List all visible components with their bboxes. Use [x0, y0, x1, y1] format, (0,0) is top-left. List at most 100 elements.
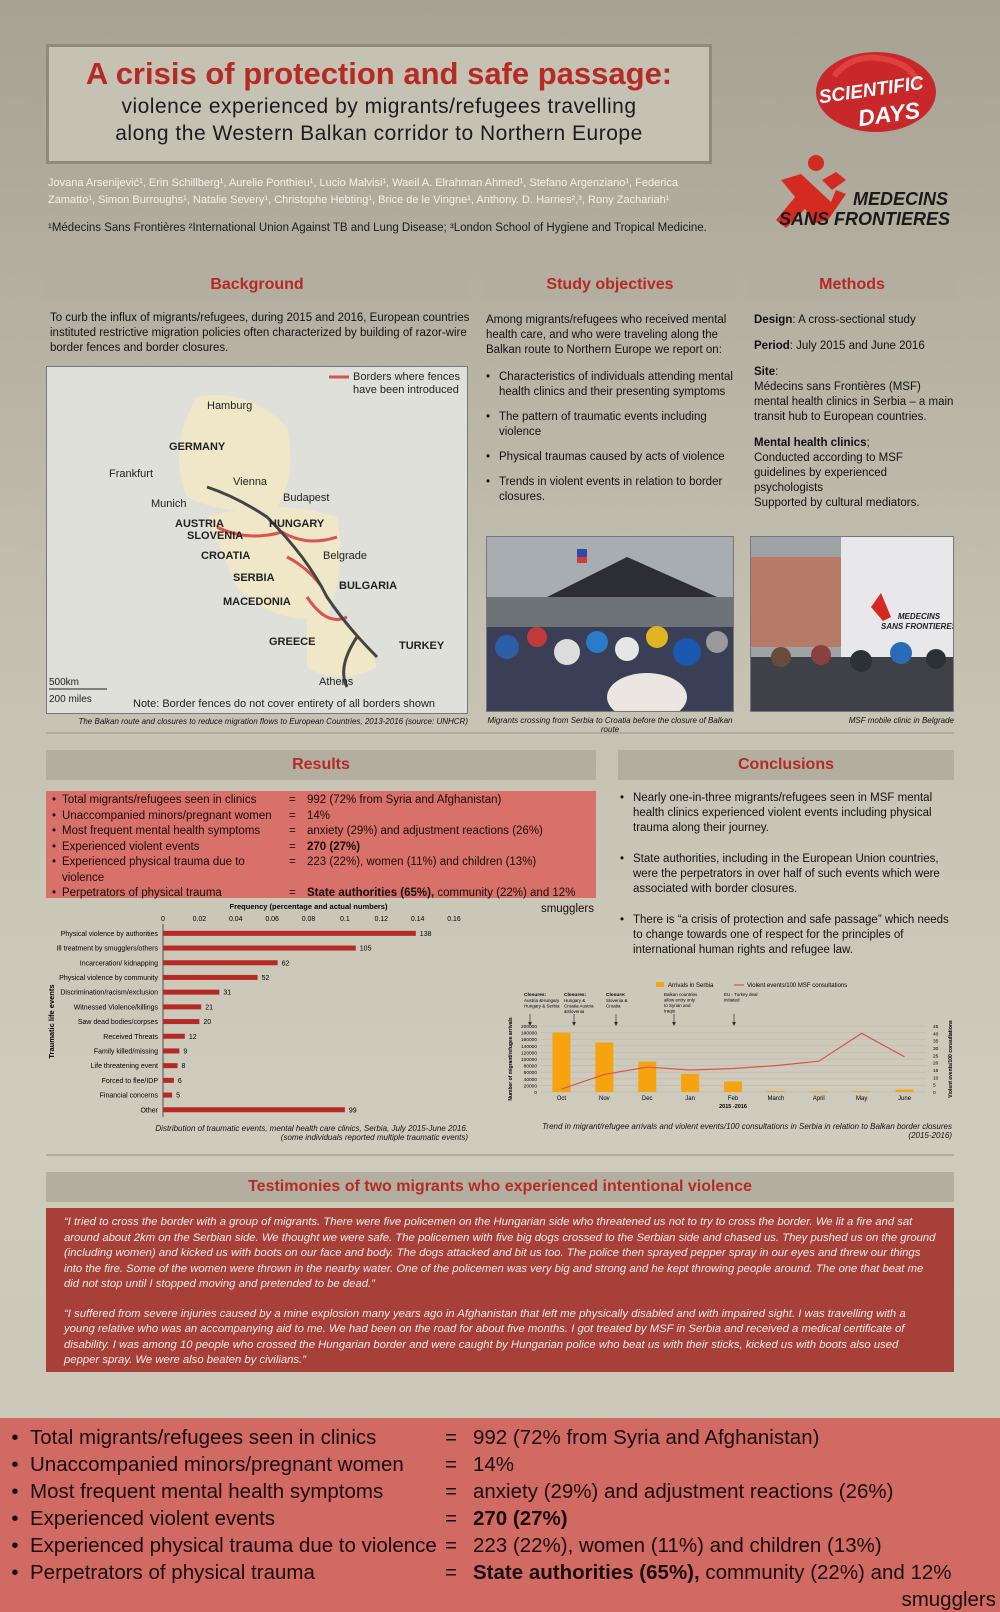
authors: Jovana Arsenijević¹, Erin Schillberg¹, A…: [48, 177, 678, 206]
chart2-y2-tick: 45: [933, 1024, 939, 1030]
chart2-annotation-arrowhead: [732, 1022, 736, 1026]
map-label-macedonia: MACEDONIA: [223, 596, 291, 608]
chart2-x-tick: June: [898, 1096, 912, 1102]
objective-item: Characteristics of individuals attending…: [486, 370, 736, 400]
chart2-annotation-text: allow entry only: [664, 998, 696, 1003]
chart2-annotation-text: initiated: [724, 998, 740, 1003]
chart1-category-label: Ill treatment by smugglers/others: [56, 946, 158, 953]
clinic-photo-caption: MSF mobile clinic in Belgrade: [848, 716, 954, 725]
conclusions-list: Nearly one-in-three migrants/refugees se…: [620, 791, 954, 968]
balkan-route-map: Borders where fences have been introduced…: [46, 366, 468, 714]
chart2-x-tick: Jan: [685, 1096, 695, 1102]
chart2-bar: [809, 1091, 828, 1093]
chart2-annotation-title: Closures:: [564, 992, 587, 998]
testimony-1: “I tried to cross the border with a grou…: [64, 1216, 936, 1290]
chart2-y-tick: 80000: [524, 1064, 538, 1070]
chart2-x-tick: Oct: [557, 1096, 567, 1102]
chart1-bar: [163, 1048, 180, 1054]
objectives-heading: Study objectives: [484, 270, 736, 300]
chart1-bar-value: 6: [178, 1078, 182, 1085]
map-label-croatia: CROATIA: [201, 550, 250, 562]
map-label-austria: AUSTRIA: [175, 518, 224, 530]
clinics-label: Mental health clinics: [754, 437, 867, 449]
map-note: Note: Border fences do not cover entiret…: [133, 698, 435, 710]
objective-item: Trends in violent events in relation to …: [486, 475, 736, 505]
chart2-x-tick: Feb: [728, 1096, 739, 1102]
chart2-y2-tick: 40: [933, 1031, 939, 1037]
chart2-y-tick: 120000: [521, 1050, 537, 1056]
chart1-bar-value: 9: [183, 1048, 187, 1055]
results-row-large: • Perpetrators of physical trauma = State a…: [11, 1561, 952, 1584]
clinic-sign-line1: MEDECINS: [898, 612, 941, 621]
chart1-bar-value: 12: [189, 1034, 197, 1041]
chart2-y2-tick: 5: [933, 1083, 936, 1089]
objectives-list: Characteristics of individuals attending…: [486, 370, 736, 505]
results-row-large: • Experienced physical trauma due to viol…: [11, 1534, 882, 1557]
results-row: • Experienced physical trauma due to viol…: [51, 856, 537, 884]
chart1-category-label: Incarceration/ kidnapping: [80, 960, 158, 967]
chart1-bar-value: 21: [205, 1004, 213, 1011]
chart1-bar: [163, 960, 278, 966]
results-row-large: • Experienced violent events = 270 (27%): [11, 1507, 568, 1530]
chart1-bar: [163, 930, 416, 936]
divider: [46, 732, 954, 734]
chart1-category-label: Financial concerns: [100, 1093, 159, 1100]
chart2-annotation-text: Hungary & Serbia: [524, 1004, 560, 1009]
chart1-category-label: Received Threats: [103, 1034, 158, 1041]
site-label: Site: [754, 366, 776, 378]
chart1-x-tick: 0.02: [193, 916, 207, 923]
objectives-intro: Among migrants/refugees who received men…: [486, 314, 727, 356]
chart2-annotation-text: Balkan countries: [664, 992, 698, 997]
results-row: • Total migrants/refugees seen in clinics…: [51, 794, 502, 806]
chart2-y-label: Number of migrant/refugee arrivals: [508, 1017, 514, 1101]
chart2-bar: [852, 1091, 871, 1093]
chart2-x-tick: April: [813, 1096, 825, 1102]
logo-msf-line2: SANS FRONTIERES: [779, 209, 950, 229]
results-row-large: • Unaccompanied minors/pregnant women = 14%: [11, 1453, 515, 1476]
map-label-greece: GREECE: [269, 636, 315, 648]
chart2-bar: [595, 1042, 614, 1092]
chart2-annotation-text: EU - Turkey deal: [724, 992, 758, 997]
chart2-legend-swatch: [656, 982, 664, 987]
chart1-bar-value: 105: [360, 946, 372, 953]
results-row-large: • Total migrants/refugees seen in clinics…: [11, 1426, 820, 1449]
chart1-category-label: Witnessed Violence/killings: [74, 1004, 159, 1011]
results-heading: Results: [46, 750, 596, 780]
chart2-series-line: [561, 1032, 905, 1090]
conclusion-item: There is “a crisis of protection and saf…: [620, 913, 954, 958]
chart2-y-tick: 0: [534, 1090, 537, 1096]
chart2-annotation-text: Slovenia &: [606, 998, 628, 1003]
chart2-bar: [724, 1081, 742, 1092]
poster-title: A crisis of protection and safe passage:: [85, 56, 673, 91]
results-row-large: • Most frequent mental health symptoms = an…: [11, 1480, 894, 1503]
chart1-bar: [163, 989, 220, 995]
map-labels: Hamburg GERMANY Frankfurt Vienna Budapes…: [109, 400, 445, 688]
map-label-hamburg: Hamburg: [207, 400, 252, 412]
chart2-annotation: Closure:Slovenia &Croatia: [606, 992, 628, 1026]
chart2-y-tick: 180000: [521, 1031, 537, 1037]
methods-content: Design: A cross-sectional study Period: …: [754, 314, 954, 509]
clinic-sign-line2: SANS FRONTIERES: [881, 622, 954, 631]
clinics-value: Conducted according to MSF guidelines by…: [754, 452, 903, 494]
chart2-y2-tick: 10: [933, 1075, 939, 1081]
chart2-y2-tick: 20: [933, 1061, 939, 1067]
chart1-category-label: Physical violence by community: [59, 975, 158, 982]
affiliations: ¹Médecins Sans Frontières ²International…: [48, 222, 707, 234]
results-row: • Experienced violent events = 270 (27%): [51, 840, 361, 853]
events-chart-caption: Distribution of traumatic events, mental…: [155, 1124, 468, 1142]
title-box: A crisis of protection and safe passage:…: [46, 44, 712, 164]
chart1-bar-value: 31: [223, 990, 231, 997]
chart2-y-tick: 20000: [524, 1083, 538, 1089]
background-text: To curb the influx of migrants/refugees,…: [50, 312, 470, 354]
site-value: Médecins sans Frontières (MSF) mental he…: [754, 381, 954, 423]
chart1-bar: [163, 1019, 200, 1025]
chart1-x-tick: 0.12: [374, 916, 388, 923]
chart2-annotation-text: Hungary &: [564, 998, 585, 1003]
chart2-bar: [766, 1091, 785, 1092]
chart2-annotation-text: Croatia: [606, 1004, 621, 1009]
design-label: Design: [754, 314, 793, 326]
chart2-x-tick: Dec: [642, 1096, 653, 1102]
chart2-y-tick: 200000: [521, 1024, 537, 1030]
chart2-annotation-title: Closures:: [524, 992, 547, 998]
map-label-germany: GERMANY: [169, 441, 226, 453]
